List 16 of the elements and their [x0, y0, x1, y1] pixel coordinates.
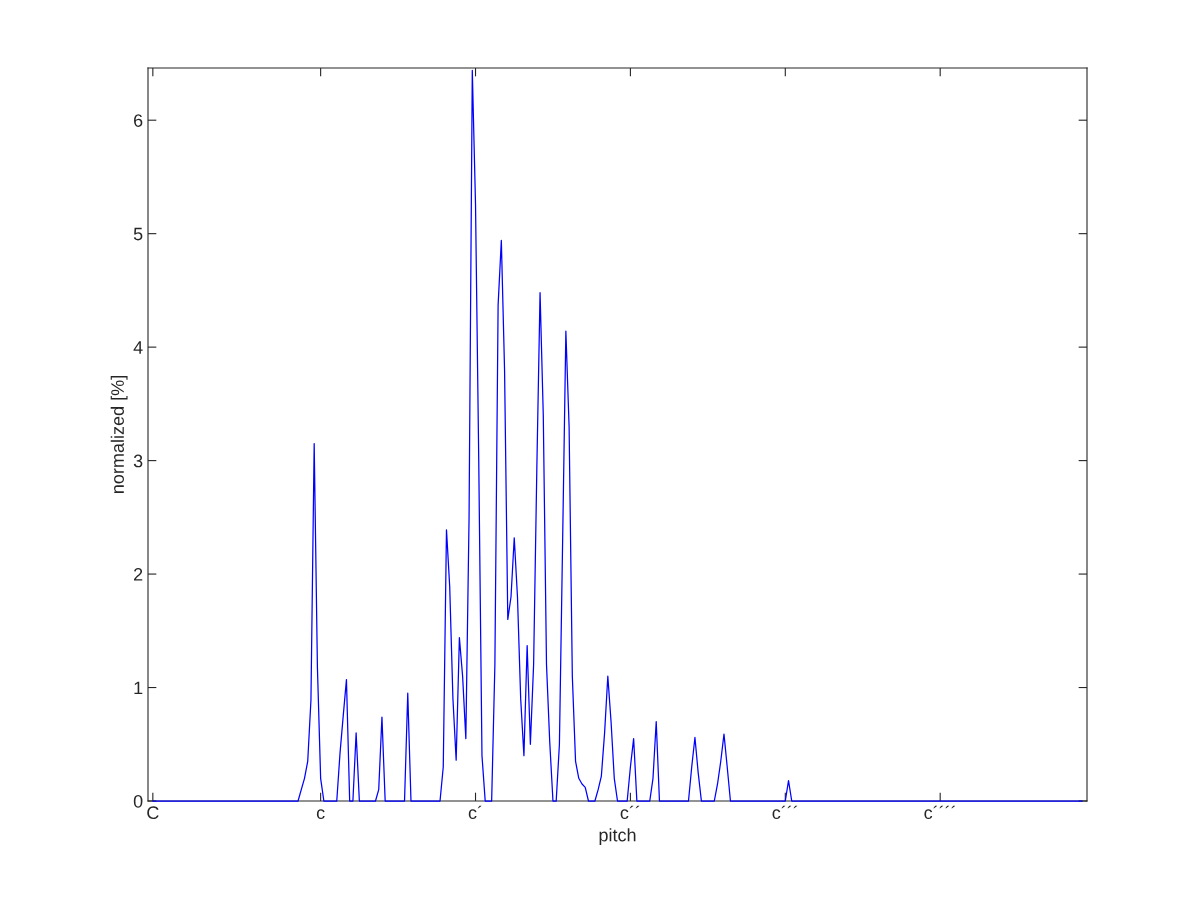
- y-tick-label: 4: [133, 341, 143, 354]
- y-tick-label: 0: [133, 794, 143, 808]
- x-tick-label: c: [316, 809, 325, 820]
- y-tick-label: 2: [134, 568, 143, 581]
- y-axis-title: normalized [%]: [110, 376, 128, 494]
- line-series: [152, 69, 1083, 802]
- x-tick-label: C: [147, 806, 159, 820]
- x-tick-label: c´´´: [772, 805, 798, 820]
- x-axis-title: pitch: [599, 828, 636, 846]
- y-tick-label: 3: [133, 454, 143, 468]
- y-tick-label: 6: [134, 114, 143, 127]
- x-tick-label: c´´: [620, 805, 640, 820]
- x-tick-label: c´´´´: [924, 805, 956, 820]
- x-tick-label: c´: [468, 805, 482, 820]
- y-tick-label: 5: [133, 227, 143, 241]
- y-tick-label: 1: [134, 681, 143, 695]
